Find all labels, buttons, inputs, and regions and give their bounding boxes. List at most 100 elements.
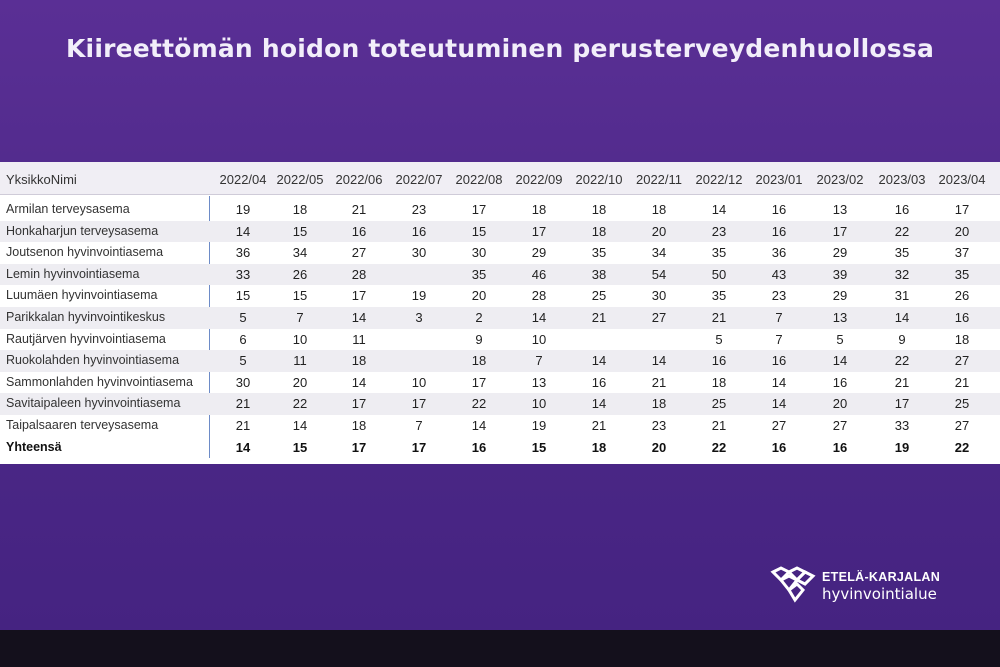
row-unit-name: Savitaipaleen hyvinvointiasema — [6, 396, 181, 411]
column-header: 2022/12 — [695, 172, 743, 187]
table-cell: 14 — [894, 310, 910, 325]
table-cell: 21 — [591, 418, 607, 433]
table-cell: 16 — [832, 374, 848, 390]
table-cell: 35 — [894, 245, 910, 261]
row-unit-name: Ruokolahden hyvinvointiasema — [6, 353, 180, 368]
table-cell: 29 — [531, 245, 547, 261]
table-cell: 7 — [775, 331, 783, 347]
table-cell: 17 — [471, 202, 487, 217]
table-cell: 27 — [954, 353, 970, 369]
table-cell: 33 — [894, 418, 910, 433]
table-cell: 21 — [954, 374, 970, 390]
table-cell: 35 — [711, 288, 727, 304]
table-cell: 36 — [771, 245, 787, 261]
table-cell: 17 — [351, 396, 367, 412]
table-cell: 20 — [292, 374, 308, 390]
table-cell: 21 — [651, 374, 667, 390]
table-cell: 18 — [531, 202, 547, 217]
row-unit-name: Taipalsaaren terveysasema — [6, 418, 159, 432]
table-cell: 7 — [296, 310, 304, 325]
table-cell: 15 — [235, 288, 251, 304]
table-header — [0, 162, 1000, 195]
table-cell: 16 — [771, 353, 787, 369]
table-row-stripe — [0, 220, 1000, 243]
screen-bottom-edge — [0, 630, 1000, 667]
table-cell: 35 — [711, 245, 727, 261]
table-cell: 10 — [531, 331, 547, 347]
table-row-stripe — [0, 350, 1000, 372]
table-cell: 27 — [832, 418, 848, 433]
table-cell: 14 — [711, 202, 727, 217]
table-cell: 18 — [351, 353, 367, 369]
column-header: 2022/06 — [335, 172, 383, 187]
table-cell: 18 — [591, 202, 607, 217]
table-row-stripe — [0, 307, 1000, 329]
presentation-slide: Kiireettömän hoidon toteutuminen peruste… — [0, 0, 1000, 630]
table-cell: 29 — [832, 245, 848, 261]
table-row-stripe — [0, 263, 1000, 286]
table-cell: 14 — [651, 353, 667, 369]
table-cell: 11 — [293, 353, 307, 369]
table-cell: 28 — [351, 266, 367, 282]
table-cell: 32 — [894, 266, 910, 282]
table-cell: 17 — [832, 223, 848, 239]
table-cell: 13 — [531, 374, 547, 390]
table-cell: 21 — [894, 374, 910, 390]
logo-region-text: ETELÄ-KARJALAN — [822, 570, 941, 584]
total-cell: 16 — [832, 439, 848, 455]
table-cell: 18 — [591, 223, 607, 239]
table-cell: 17 — [351, 288, 367, 304]
table-cell: 14 — [531, 310, 547, 325]
table-cell: 15 — [292, 288, 308, 304]
table-cell: 20 — [471, 288, 487, 304]
table-cell: 14 — [471, 418, 487, 433]
table-cell: 17 — [531, 223, 547, 239]
row-unit-name: Lemin hyvinvointiasema — [6, 266, 140, 281]
total-cell: 16 — [471, 439, 487, 455]
table-cell: 15 — [292, 223, 308, 239]
table-cell: 30 — [235, 374, 251, 390]
table-cell: 17 — [471, 374, 487, 390]
table-cell: 14 — [771, 374, 787, 390]
table-cell: 18 — [954, 331, 970, 347]
table-cell: 37 — [954, 245, 970, 261]
table-cell: 46 — [531, 266, 547, 282]
table-cell: 34 — [292, 245, 308, 261]
hearts-logo-icon — [770, 566, 816, 603]
table-cell: 18 — [651, 396, 667, 412]
table-row-stripe — [0, 393, 1000, 415]
organization-logo: ETELÄ-KARJALAN hyvinvointialue — [770, 566, 940, 606]
table-cell: 16 — [894, 202, 910, 217]
row-unit-name: Honkaharjun terveysasema — [6, 223, 159, 238]
table-cell: 18 — [292, 202, 308, 217]
column-header: 2022/11 — [635, 172, 683, 187]
table-cell: 3 — [415, 310, 423, 325]
total-cell: 20 — [651, 439, 667, 455]
table-cell: 18 — [351, 418, 367, 433]
table-cell: 54 — [651, 266, 667, 282]
table-cell: 30 — [411, 245, 427, 261]
table-cell: 22 — [471, 396, 487, 412]
table-cell: 22 — [292, 396, 308, 412]
column-header: 2023/03 — [878, 172, 926, 187]
total-cell: 19 — [894, 439, 910, 455]
table-cell: 16 — [954, 310, 970, 325]
table-cell: 50 — [711, 266, 727, 282]
column-header: 2022/04 — [219, 172, 267, 187]
total-cell: 22 — [711, 439, 727, 455]
column-header: 2023/04 — [938, 172, 986, 187]
total-cell: 18 — [591, 439, 607, 455]
table-cell: 18 — [651, 202, 667, 217]
table-cell: 19 — [411, 288, 427, 304]
row-unit-name: Armilan terveysasema — [6, 202, 130, 216]
table-cell: 20 — [832, 396, 848, 412]
table-cell: 14 — [771, 396, 787, 412]
table-cell: 35 — [471, 266, 487, 282]
table-cell: 43 — [771, 266, 787, 282]
table-cell: 14 — [351, 310, 367, 325]
table-cell: 5 — [239, 353, 247, 369]
table-cell: 21 — [591, 310, 607, 325]
table-cell: 6 — [239, 331, 247, 347]
table-cell: 21 — [711, 310, 727, 325]
table-cell: 33 — [235, 266, 251, 282]
